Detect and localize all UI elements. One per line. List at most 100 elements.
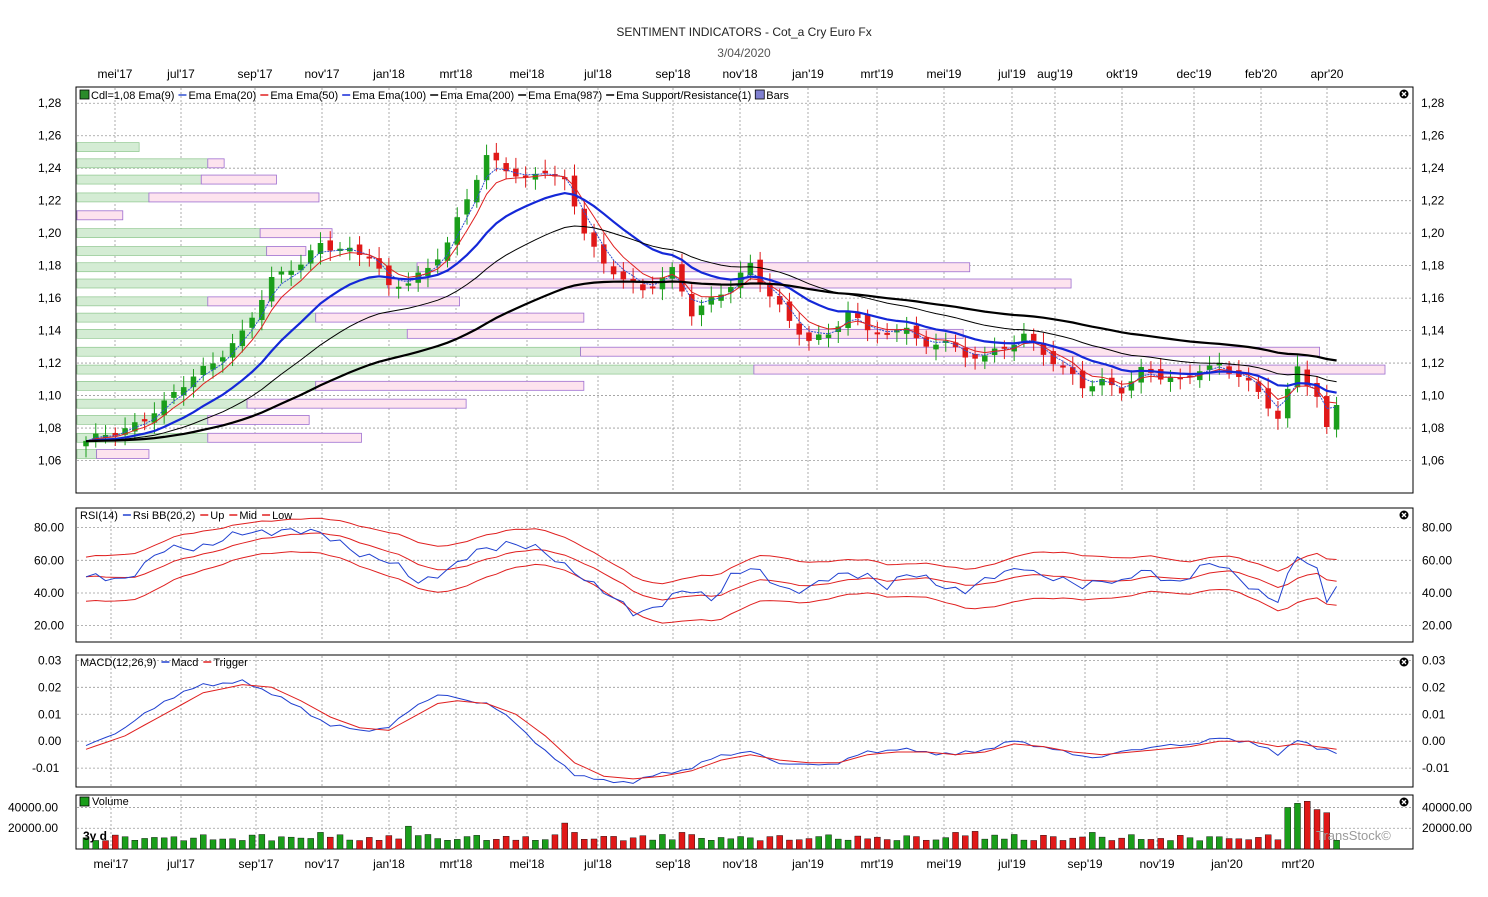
volume-bar bbox=[717, 837, 725, 850]
volume-profile-bar-up bbox=[76, 174, 202, 185]
candle-body bbox=[180, 387, 187, 396]
volume-bar bbox=[522, 836, 529, 850]
legend-label: Volume bbox=[92, 796, 129, 808]
volume-bar bbox=[854, 835, 862, 850]
price-y-tick-label: 1,14 bbox=[1421, 324, 1445, 338]
volume-bar bbox=[473, 835, 480, 850]
candle-body bbox=[688, 294, 695, 317]
macd-y-tick-label: 0.03 bbox=[38, 653, 62, 667]
legend-label: Ema Support/Resistance(1) bbox=[616, 90, 751, 102]
price-y-tick-label: 1,20 bbox=[38, 226, 62, 240]
volume-profile-bar-down bbox=[207, 415, 310, 425]
price-y-tick-label: 1,22 bbox=[38, 194, 62, 208]
price-y-tick-label: 1,28 bbox=[1421, 96, 1445, 110]
top-axis-tick-label: sep'18 bbox=[656, 67, 691, 81]
rsi-y-tick-label: 60.00 bbox=[1422, 553, 1452, 567]
volume-bar bbox=[903, 835, 910, 850]
volume-profile-bar-up bbox=[76, 364, 755, 375]
rsi-y-tick-label: 40.00 bbox=[1422, 586, 1452, 600]
price-y-tick-label: 1,08 bbox=[1421, 421, 1445, 435]
volume-bar bbox=[366, 837, 373, 850]
legend-label: Bars bbox=[766, 90, 789, 102]
volume-bar bbox=[786, 839, 793, 850]
candle-body bbox=[1060, 365, 1066, 368]
rsi-lines bbox=[85, 517, 1338, 624]
volume-bar bbox=[1255, 837, 1262, 850]
volume-bar bbox=[571, 832, 578, 850]
candle-body bbox=[190, 376, 197, 388]
period-label: 3y d bbox=[83, 829, 107, 843]
volume-bar bbox=[424, 834, 432, 850]
volume-bar bbox=[248, 834, 256, 850]
top-axis-tick-label: mrt'19 bbox=[861, 67, 894, 81]
ema20-line bbox=[85, 174, 1337, 442]
volume-bar bbox=[141, 838, 148, 850]
candle-body bbox=[620, 271, 627, 280]
rsi-y-tick-label: 80.00 bbox=[1422, 521, 1452, 535]
volume-bar bbox=[1079, 836, 1086, 850]
candle-body bbox=[1050, 351, 1056, 365]
candle-body bbox=[474, 179, 480, 203]
candle-body bbox=[220, 357, 226, 362]
volume-profile-bar-up bbox=[76, 158, 209, 169]
volume-bar bbox=[708, 840, 715, 850]
volume-bar bbox=[1206, 836, 1213, 850]
volume-profile-bar-down bbox=[246, 398, 467, 409]
volume-bar bbox=[346, 839, 353, 850]
top-axis-tick-label: feb'20 bbox=[1245, 67, 1278, 81]
volume-bar bbox=[1196, 840, 1203, 850]
top-axis-tick-label: dec'19 bbox=[1177, 67, 1212, 81]
candle-body bbox=[1118, 387, 1125, 394]
volume-bar bbox=[219, 838, 226, 850]
candle-body bbox=[581, 208, 588, 234]
volume-profile-bar-up bbox=[76, 296, 209, 307]
volume-bar bbox=[952, 832, 959, 850]
top-axis-tick-label: nov'18 bbox=[723, 67, 758, 81]
volume-profile-bar-up bbox=[76, 381, 317, 391]
top-axis-tick-label: sep'17 bbox=[238, 67, 273, 81]
close-icon bbox=[1401, 512, 1407, 518]
price-y-tick-label: 1,10 bbox=[1421, 389, 1445, 403]
volume-bar bbox=[160, 837, 168, 850]
candle-body bbox=[933, 344, 939, 350]
volume-bar bbox=[444, 840, 451, 850]
volume-bar bbox=[737, 836, 744, 850]
candle-body bbox=[640, 284, 646, 291]
volume-bar bbox=[278, 836, 285, 850]
volume-bar bbox=[590, 838, 598, 850]
volume-bar bbox=[502, 836, 510, 850]
legend-label: Low bbox=[272, 510, 292, 522]
volume-profile-bar-down bbox=[315, 312, 585, 323]
candle-body bbox=[1167, 377, 1174, 382]
top-axis-tick-label: mei'19 bbox=[927, 67, 962, 81]
candle-body bbox=[249, 317, 255, 328]
volume-bar bbox=[1216, 836, 1223, 850]
candle-body bbox=[464, 199, 470, 215]
volume-bar bbox=[1274, 839, 1282, 850]
bottom-date-axis: mei'17 jul'17 sep'17 nov'17 jan'18 mrt'18 mei'… bbox=[94, 857, 1315, 871]
price-y-tick-label: 1,24 bbox=[1421, 161, 1445, 175]
candle-body bbox=[571, 175, 578, 207]
volume-bar bbox=[180, 840, 187, 850]
candle-body bbox=[747, 262, 754, 276]
rsi-y-axis: 80.00 80.00 60.00 60.00 40.00 40.00 20.00 20.00 bbox=[34, 521, 1452, 633]
candle-body bbox=[825, 334, 832, 338]
candle-body bbox=[210, 363, 216, 370]
volume-profile-bar-down bbox=[207, 158, 225, 169]
candle-body bbox=[259, 299, 265, 320]
rsi-line bbox=[85, 528, 1338, 617]
volume-profile-bar-down bbox=[259, 228, 333, 239]
volume-bar bbox=[776, 835, 783, 850]
rsi-y-tick-label: 60.00 bbox=[34, 553, 64, 567]
candle-body bbox=[317, 243, 324, 254]
volume-bar bbox=[112, 834, 119, 850]
price-y-tick-label: 1,26 bbox=[1421, 129, 1445, 143]
volume-bar bbox=[1128, 834, 1135, 850]
volume-profile-bar-down bbox=[266, 246, 307, 256]
volume-profile-bar-up bbox=[76, 228, 261, 238]
volume-bar bbox=[1304, 801, 1311, 850]
volume-bar bbox=[1098, 836, 1106, 850]
volume-bar bbox=[414, 835, 422, 850]
volume-bar bbox=[1264, 834, 1272, 850]
legend-label: Trigger bbox=[213, 657, 248, 669]
